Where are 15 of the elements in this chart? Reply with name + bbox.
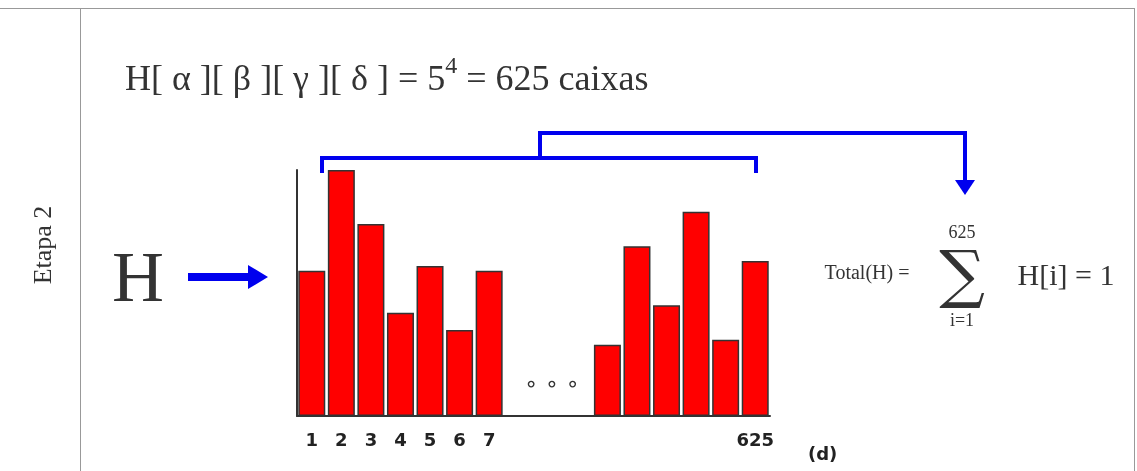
x-tick-label: 6	[453, 428, 466, 450]
text: i=1	[949, 310, 975, 330]
annotation: ∘ ∘ ∘	[524, 370, 580, 396]
x-tick-label: 625	[736, 428, 775, 450]
x-axis-title: (d)	[808, 442, 838, 464]
text: Etapa 2	[27, 205, 57, 285]
text: H[i] = 1	[1017, 257, 1115, 291]
x-tick-label: 7	[482, 428, 496, 450]
text: H	[112, 237, 164, 317]
x-tick-label: 1	[305, 428, 319, 450]
x-tick-label: 3	[364, 428, 378, 450]
x-tick-label: 4	[394, 428, 407, 450]
x-tick-label: 5	[423, 428, 437, 450]
text: Total(H) =	[824, 261, 910, 284]
x-tick-label: 2	[335, 428, 348, 450]
